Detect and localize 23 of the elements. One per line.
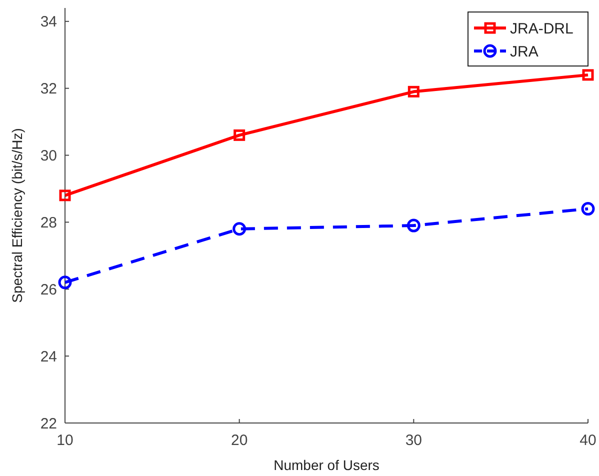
y-axis-title: Spectral Efficiency (bit/s/Hz) xyxy=(9,128,25,303)
point xyxy=(58,276,72,290)
point xyxy=(232,222,246,236)
y-tick-label: 30 xyxy=(40,148,57,165)
legend-label: JRA-DRL xyxy=(510,20,574,38)
point xyxy=(408,86,420,98)
y-tick-label: 24 xyxy=(40,348,57,366)
x-tick-label: 20 xyxy=(230,432,248,449)
point xyxy=(406,218,420,232)
y-tick-label: 32 xyxy=(40,80,57,98)
point xyxy=(582,69,594,81)
y-tick-label: 34 xyxy=(40,14,57,31)
y-tick-label: 28 xyxy=(40,214,57,232)
x-tick-label: 10 xyxy=(56,432,74,449)
point xyxy=(59,190,71,202)
point xyxy=(581,202,595,216)
y-tick-label: 22 xyxy=(40,415,57,432)
point xyxy=(234,129,246,141)
x-axis-title: Number of Users xyxy=(274,457,380,473)
y-tick-label: 26 xyxy=(40,281,57,298)
legend-label: JRA xyxy=(510,43,538,60)
x-tick-label: 30 xyxy=(405,432,422,449)
x-tick-label: 40 xyxy=(580,432,596,449)
